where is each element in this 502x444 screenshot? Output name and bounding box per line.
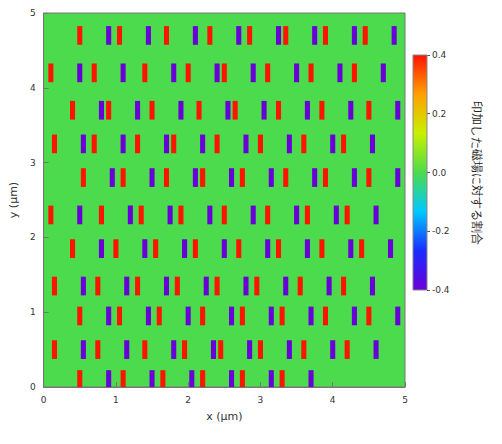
svg-text:-0.2: -0.2	[432, 226, 450, 236]
svg-text:4: 4	[30, 83, 36, 93]
svg-text:1: 1	[30, 307, 36, 317]
svg-text:y (μm): y (μm)	[7, 182, 20, 218]
svg-text:2: 2	[185, 395, 191, 405]
svg-text:1: 1	[113, 395, 119, 405]
svg-text:x (μm): x (μm)	[206, 410, 242, 423]
svg-text:0.2: 0.2	[432, 109, 446, 119]
svg-text:0: 0	[30, 382, 36, 392]
svg-text:-0.4: -0.4	[432, 285, 450, 295]
svg-text:3: 3	[30, 158, 36, 168]
svg-text:0.0: 0.0	[432, 168, 447, 178]
svg-text:4: 4	[330, 395, 336, 405]
svg-text:3: 3	[258, 395, 264, 405]
svg-text:5: 5	[402, 395, 408, 405]
svg-text:5: 5	[30, 8, 36, 18]
svg-text:0.4: 0.4	[432, 50, 447, 60]
svg-text:2: 2	[30, 232, 36, 242]
svg-text:0: 0	[41, 395, 47, 405]
svg-text:印加した磁場に対する割合: 印加した磁場に対する割合	[470, 101, 484, 245]
